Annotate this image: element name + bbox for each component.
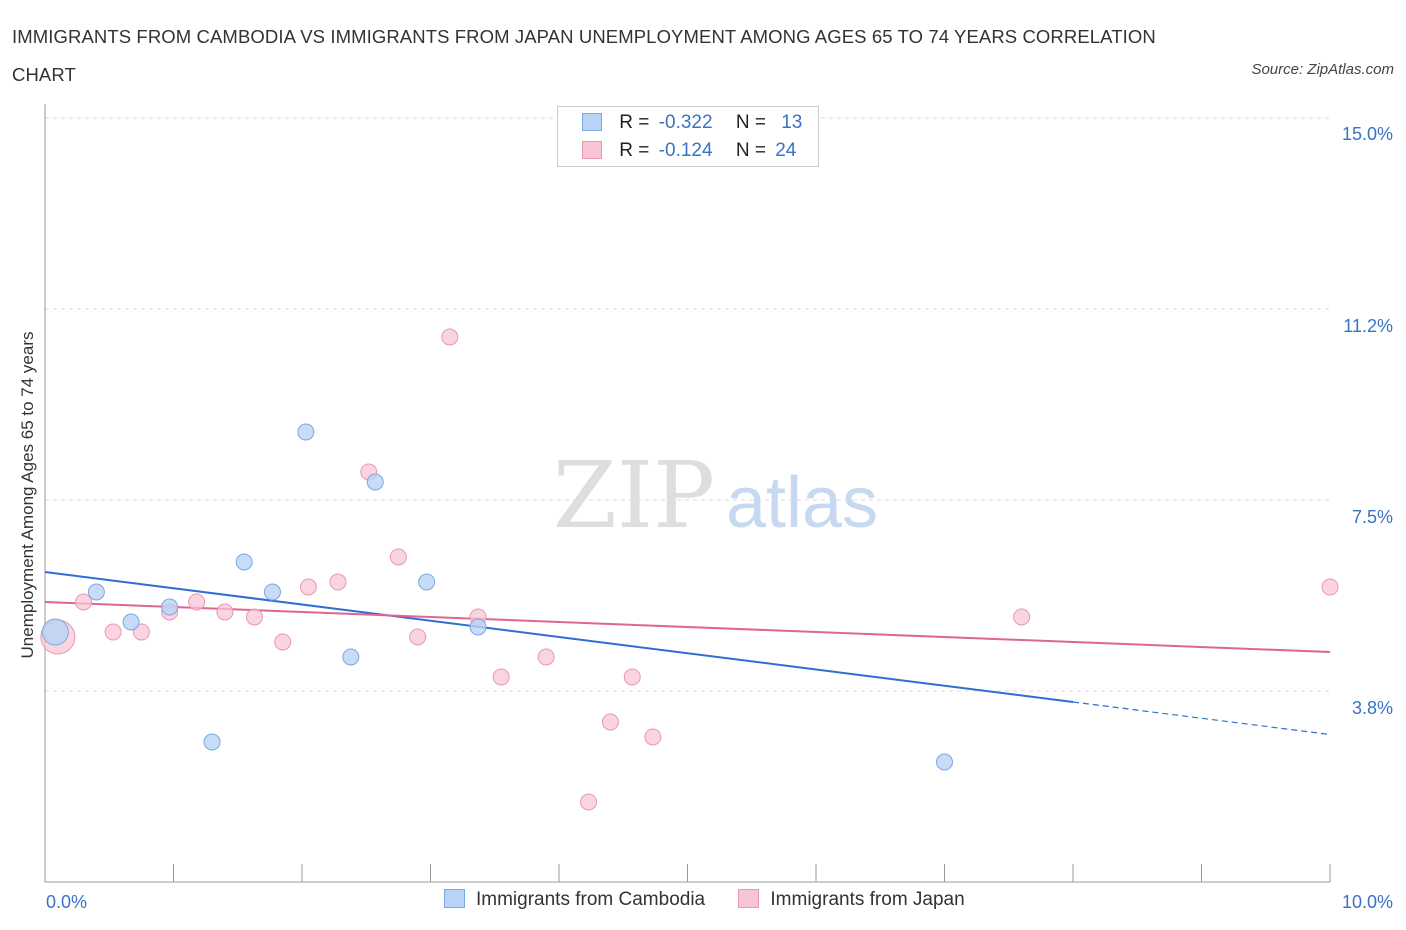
y-tick-label: 11.2%: [1343, 316, 1393, 336]
japan-point: [75, 593, 93, 611]
watermark-zip: ZIP: [553, 442, 715, 549]
japan-point: [1013, 608, 1031, 626]
japan-point: [623, 668, 641, 686]
legend-row-japan: R = -0.124 N = 24: [582, 140, 796, 166]
legend-label-cambodia: Immigrants from Cambodia: [476, 889, 706, 910]
legend-n-label: N =: [735, 140, 766, 161]
legend-n-value: 13: [781, 112, 803, 133]
cambodia-point: [235, 553, 253, 571]
legend-n-value: 24: [775, 140, 797, 161]
cambodia-point: [161, 598, 179, 616]
japan-point: [274, 633, 292, 651]
japan-point: [1321, 578, 1339, 596]
cambodia-point: [87, 583, 105, 601]
x-tick-label: 10.0%: [1342, 892, 1393, 912]
trend-lines: [44, 571, 1331, 736]
cambodia-point: [936, 753, 953, 771]
legend-swatch-japan: [582, 141, 602, 159]
legend-swatch-cambodia: [582, 113, 602, 131]
japan-point: [601, 713, 619, 731]
legend-n-label: N =: [735, 112, 766, 133]
chart-title: IMMIGRANTS FROM CAMBODIA VS IMMIGRANTS F…: [12, 26, 1156, 85]
legend-row-cambodia: R = -0.322 N = 13: [582, 112, 802, 138]
japan-point: [216, 603, 234, 621]
cambodia-point: [418, 573, 436, 591]
y-axis-label: Unemployment Among Ages 65 to 74 years: [18, 332, 37, 659]
legend-item-cambodia: Immigrants from Cambodia: [444, 889, 705, 911]
cambodia-point: [41, 618, 69, 646]
japan-point: [389, 548, 407, 566]
trend-line-cambodia-extension: [1072, 701, 1331, 736]
legend-swatch-japan: [738, 889, 760, 908]
legend-r-value: -0.322: [658, 112, 713, 133]
japan-point: [409, 628, 427, 646]
watermark-atlas: atlas: [726, 463, 878, 543]
japan-point: [329, 573, 347, 591]
cambodia-point: [469, 618, 487, 636]
cambodia-point: [263, 583, 281, 601]
source-label: Source: ZipAtlas.com: [1251, 61, 1394, 78]
tick-labels: 3.8% 7.5% 11.2% 15.0% 0.0% 10.0%: [46, 124, 1393, 912]
stats-legend: R = -0.322 N = 13 R = -0.124 N = 24: [557, 106, 819, 167]
axes: [44, 104, 1331, 883]
x-tick-label: 0.0%: [46, 892, 87, 912]
series-legend: Immigrants from Cambodia Immigrants from…: [444, 889, 993, 911]
data-points: [40, 328, 1339, 811]
legend-swatch-cambodia: [444, 889, 465, 908]
y-tick-label: 15.0%: [1342, 124, 1393, 144]
japan-point: [644, 728, 662, 746]
cambodia-point: [122, 613, 140, 631]
japan-point: [441, 328, 459, 346]
y-tick-label: 3.8%: [1352, 698, 1393, 718]
japan-point: [537, 648, 555, 666]
legend-item-japan: Immigrants from Japan: [738, 889, 965, 911]
japan-point: [104, 623, 122, 641]
legend-r-label: R =: [619, 140, 650, 161]
japan-point: [492, 668, 510, 686]
legend-r-value: -0.124: [658, 140, 713, 161]
cambodia-point: [203, 733, 221, 751]
japan-point: [245, 608, 263, 626]
legend-label-japan: Immigrants from Japan: [770, 889, 965, 910]
japan-point: [132, 623, 150, 641]
japan-point: [299, 578, 317, 596]
japan-point: [580, 793, 598, 811]
cambodia-point: [342, 648, 360, 666]
y-tick-label: 7.5%: [1352, 507, 1393, 527]
cambodia-point: [366, 473, 384, 491]
cambodia-point: [297, 423, 315, 441]
gridlines: [45, 117, 1330, 692]
trend-line-japan: [44, 601, 1331, 653]
trend-line-cambodia: [44, 571, 1074, 703]
legend-r-label: R =: [619, 112, 650, 133]
japan-point: [188, 593, 206, 611]
